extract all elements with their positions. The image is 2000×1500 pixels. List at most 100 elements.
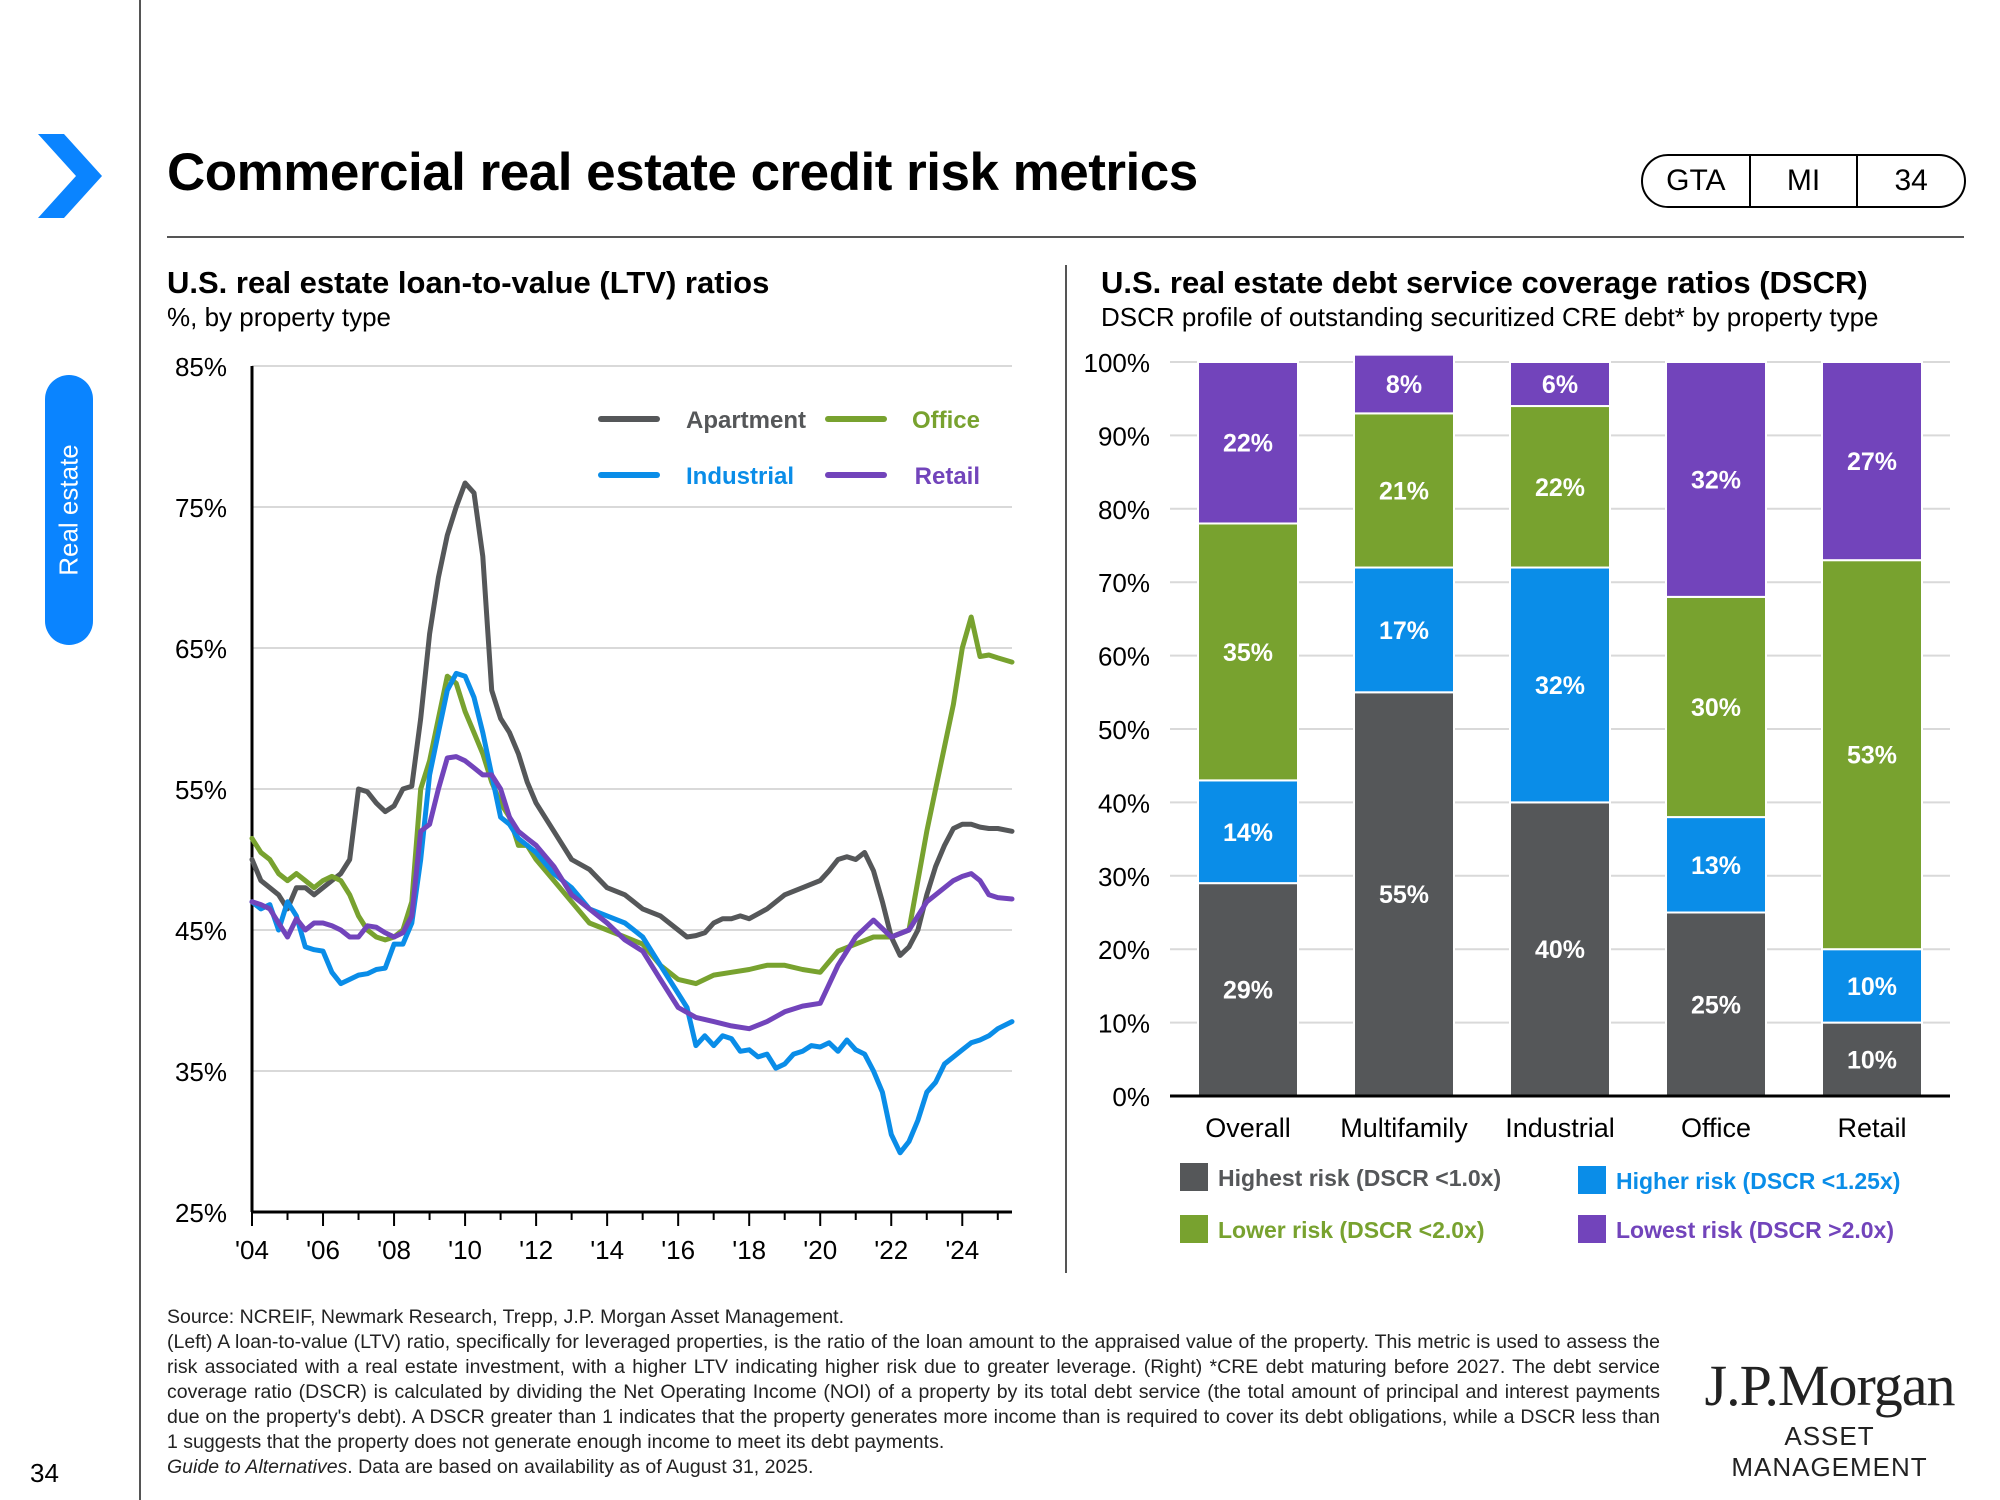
dscr-legend-label: Highest risk (DSCR <1.0x) xyxy=(1218,1165,1501,1191)
dscr-data-label: 10% xyxy=(1847,1046,1897,1074)
footnotes: Source: NCREIF, Newmark Research, Trepp,… xyxy=(167,1305,1660,1480)
dscr-data-label: 40% xyxy=(1535,936,1585,964)
dscr-data-label: 21% xyxy=(1379,477,1429,505)
dscr-data-label: 13% xyxy=(1691,852,1741,880)
ltv-series-retail xyxy=(249,754,1015,1032)
guide-rest: . Data are based on availability as of A… xyxy=(347,1456,814,1478)
dscr-legend-label: Lower risk (DSCR <2.0x) xyxy=(1218,1217,1485,1243)
dscr-category-label: Industrial xyxy=(1505,1113,1615,1143)
dscr-bar-segment xyxy=(1665,361,1767,598)
dscr-bar-segment xyxy=(1665,816,1767,914)
dscr-bar-segment xyxy=(1509,801,1611,1098)
ltv-x-tick-label: '10 xyxy=(448,1235,482,1265)
dscr-bar-segment xyxy=(1353,353,1455,415)
ltv-y-tick-label: 65% xyxy=(175,634,227,664)
ltv-series-office xyxy=(249,614,1015,987)
dscr-data-label: 32% xyxy=(1691,466,1741,494)
dscr-bar-segment xyxy=(1821,948,1923,1024)
dscr-bar-segment xyxy=(1197,522,1299,782)
ltv-legend-label-retail: Retail xyxy=(915,463,980,490)
dscr-bar-segment xyxy=(1353,566,1455,694)
ltv-legend-label-industrial: Industrial xyxy=(686,463,794,490)
pager-page[interactable]: 34 xyxy=(1856,156,1964,206)
dscr-data-label: 35% xyxy=(1223,639,1273,667)
section-tab-real-estate[interactable]: Real estate xyxy=(45,375,93,645)
ltv-legend-label-office: Office xyxy=(912,407,980,434)
dscr-bar-segment xyxy=(1665,595,1767,819)
footnote-body: (Left) A loan-to-value (LTV) ratio, spec… xyxy=(167,1331,1660,1453)
ltv-x-tick-label: '14 xyxy=(590,1235,624,1265)
dscr-y-tick-label: 60% xyxy=(1098,642,1150,672)
dscr-bar-segment xyxy=(1197,779,1299,885)
dscr-legend-label: Lowest risk (DSCR >2.0x) xyxy=(1616,1217,1894,1243)
dscr-data-label: 10% xyxy=(1847,973,1897,1001)
dscr-y-tick-label: 90% xyxy=(1098,421,1150,451)
dscr-data-label: 53% xyxy=(1847,742,1897,770)
ltv-series-industrial xyxy=(249,670,1015,1156)
ltv-x-tick-label: '16 xyxy=(661,1235,695,1265)
ltv-x-tick-label: '12 xyxy=(519,1235,553,1265)
ltv-legend-label-apartment: Apartment xyxy=(686,407,806,434)
ltv-y-tick-label: 75% xyxy=(175,493,227,523)
ltv-chart-title: U.S. real estate loan-to-value (LTV) rat… xyxy=(167,265,770,300)
dscr-bar-segment xyxy=(1197,361,1299,525)
dscr-bar-segment xyxy=(1509,566,1611,804)
logo-line2: ASSET MANAGEMENT xyxy=(1731,1421,1928,1482)
dscr-bar-segment xyxy=(1821,361,1923,562)
dscr-data-label: 22% xyxy=(1535,474,1585,502)
ltv-y-tick-label: 25% xyxy=(175,1198,227,1228)
header-rule xyxy=(167,236,1964,238)
ltv-x-tick-label: '24 xyxy=(945,1235,979,1265)
dscr-y-tick-label: 100% xyxy=(1084,348,1151,378)
footnote-source: Source: NCREIF, Newmark Research, Trepp,… xyxy=(167,1306,845,1328)
dscr-y-tick-label: 40% xyxy=(1098,788,1150,818)
dscr-data-label: 8% xyxy=(1386,371,1422,399)
dscr-y-tick-label: 10% xyxy=(1098,1009,1150,1039)
dscr-category-label: Retail xyxy=(1837,1113,1906,1143)
page-number: 34 xyxy=(30,1458,59,1488)
left-vertical-rule xyxy=(139,0,141,1500)
dscr-data-label: 6% xyxy=(1542,371,1578,399)
dscr-data-label: 14% xyxy=(1223,819,1273,847)
dscr-data-label: 22% xyxy=(1223,430,1273,458)
ltv-y-tick-label: 55% xyxy=(175,775,227,805)
ltv-x-tick-label: '06 xyxy=(306,1235,340,1265)
dscr-legend-swatch xyxy=(1180,1163,1208,1191)
dscr-data-label: 30% xyxy=(1691,694,1741,722)
dscr-category-label: Multifamily xyxy=(1340,1113,1468,1143)
dscr-chart-title: U.S. real estate debt service coverage r… xyxy=(1101,265,1868,300)
dscr-data-label: 55% xyxy=(1379,881,1429,909)
dscr-bar-segment xyxy=(1353,691,1455,1097)
dscr-category-label: Overall xyxy=(1205,1113,1291,1143)
ltv-x-tick-label: '08 xyxy=(377,1235,411,1265)
pager-gta[interactable]: GTA xyxy=(1666,164,1726,197)
dscr-bar-segment xyxy=(1665,911,1767,1097)
dscr-data-label: 17% xyxy=(1379,617,1429,645)
dscr-y-tick-label: 20% xyxy=(1098,935,1150,965)
dscr-y-tick-label: 30% xyxy=(1098,862,1150,892)
footnote-guide: Guide to Alternatives. Data are based on… xyxy=(167,1455,1660,1480)
ltv-series-apartment xyxy=(249,480,1015,958)
dscr-bar-segment xyxy=(1197,882,1299,1098)
dscr-legend-swatch xyxy=(1578,1215,1606,1243)
dscr-category-label: Office xyxy=(1681,1113,1751,1143)
dscr-legend-label: Higher risk (DSCR <1.25x) xyxy=(1616,1168,1900,1194)
dscr-y-tick-label: 0% xyxy=(1112,1082,1150,1112)
dscr-data-label: 27% xyxy=(1847,448,1897,476)
dscr-bar-segment xyxy=(1353,412,1455,569)
dscr-data-label: 29% xyxy=(1223,977,1273,1005)
section-tab-label: Real estate xyxy=(53,444,84,576)
dscr-bar-segment xyxy=(1821,559,1923,951)
ltv-y-tick-label: 85% xyxy=(175,352,227,382)
dscr-bar-segment xyxy=(1821,1021,1923,1097)
chart-divider xyxy=(1065,265,1067,1273)
dscr-data-label: 32% xyxy=(1535,672,1585,700)
chevron-right-icon xyxy=(38,134,102,218)
dscr-data-label: 25% xyxy=(1691,991,1741,1019)
dscr-chart-subtitle: DSCR profile of outstanding securitized … xyxy=(1101,302,1879,332)
ltv-x-tick-label: '20 xyxy=(803,1235,837,1265)
pager-mi[interactable]: MI xyxy=(1748,156,1857,206)
dscr-y-tick-label: 80% xyxy=(1098,495,1150,525)
